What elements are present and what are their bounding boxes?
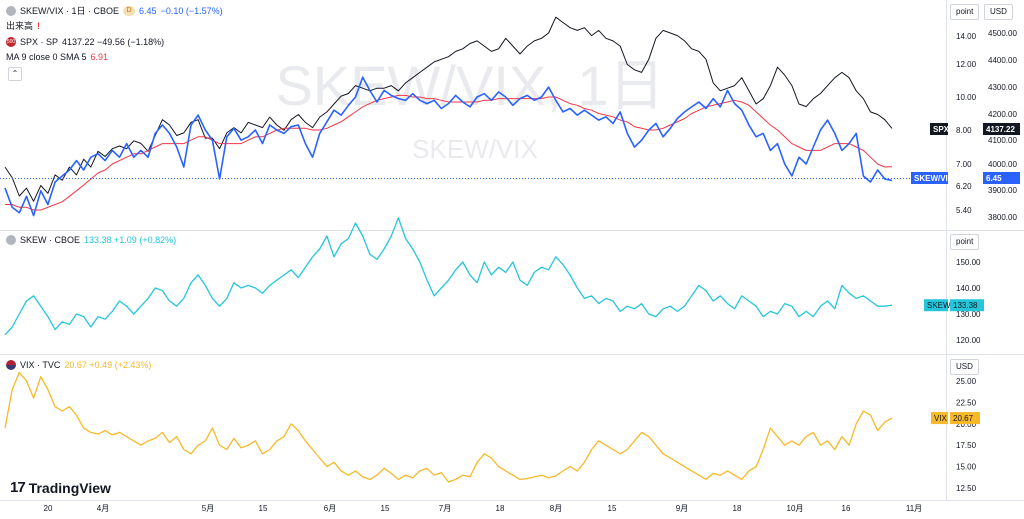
vix-price-tag-bg [931, 412, 948, 425]
ratio-tick-label: 7.00 [956, 160, 972, 169]
symbol-logo-icon [6, 6, 16, 16]
spx-tick-label: 4200.00 [988, 110, 1017, 119]
spx-price-value-label: 4137.22 [986, 125, 1015, 134]
time-axis-label: 7月 [439, 504, 451, 513]
vix-line [4, 371, 893, 483]
skew-price-tag-bg [924, 299, 948, 312]
ratio-tick-label: 6.20 [956, 182, 972, 191]
warning-icon[interactable]: ! [37, 21, 41, 31]
vix-tick-label: 12.50 [956, 484, 977, 493]
time-axis-label: 18 [496, 504, 505, 513]
spx-price-value-bg [983, 123, 1020, 135]
spx-legend: 500 SPX · SP 4137.22 −49.56 (−1.18%) [6, 36, 164, 48]
skew-price-tag-name: SKEW [927, 301, 951, 310]
spx-tick-label: 3900.00 [988, 186, 1017, 195]
vix-legend: VIX · TVC 20.67 +0.49 (+2.43%) [6, 359, 151, 371]
time-axis-label: 5月 [202, 504, 214, 513]
main-legend: SKEW/VIX · 1日 · CBOE D 6.45 −0.10 (−1.57… [6, 5, 223, 17]
spx-tick-label: 4400.00 [988, 56, 1017, 65]
time-axis-label: 15 [608, 504, 617, 513]
spx-tick-label: 4000.00 [988, 160, 1017, 169]
spx-tick-label: 3800.00 [988, 213, 1017, 222]
ma-label[interactable]: MA 9 close 0 SMA 5 [6, 52, 87, 62]
time-axis-label: 15 [381, 504, 390, 513]
volume-label[interactable]: 出来高 [6, 21, 34, 31]
ratio-price-tag-bg [911, 172, 948, 184]
main-symbol-change: −0.10 (−1.57%) [160, 6, 223, 16]
time-axis-label: 16 [842, 504, 851, 513]
ratio-price-tag-name: SKEW/VIX [914, 174, 954, 183]
spx-label[interactable]: SPX · SP [20, 37, 59, 47]
spx-values: 4137.22 −49.56 (−1.18%) [62, 37, 165, 47]
skew-logo-icon [6, 235, 16, 245]
spx-logo-icon: 500 [6, 37, 16, 47]
ratio-tick-label: 8.00 [956, 126, 972, 135]
ratio-tick-label: 14.00 [956, 32, 977, 41]
ma-line [5, 94, 893, 211]
market-status-badge[interactable]: D [123, 6, 136, 16]
skew-tick-label: 140.00 [956, 284, 981, 293]
spx-price-tag-name: SPX [933, 125, 950, 134]
time-axis-label: 8月 [550, 504, 562, 513]
skew-vix-line [4, 76, 893, 217]
vix-tick-label: 17.50 [956, 441, 977, 450]
skew-scale-point-button[interactable]: point [950, 234, 980, 250]
scale-point-button[interactable]: point [950, 4, 980, 20]
skew-line [4, 217, 893, 336]
time-axis-label: 15 [259, 504, 268, 513]
skew-label[interactable]: SKEW · CBOE [20, 235, 81, 245]
time-axis-label: 20 [44, 504, 53, 513]
vix-tick-label: 15.00 [956, 463, 977, 472]
us-flag-icon [6, 360, 16, 370]
ratio-price-value-bg [983, 172, 1020, 184]
ratio-tick-label: 5.40 [956, 206, 972, 215]
skew-tick-label: 130.00 [956, 310, 981, 319]
vix-price-tag-name: VIX [934, 414, 948, 423]
time-axis-label: 10月 [787, 504, 804, 513]
spx-tick-label: 4300.00 [988, 83, 1017, 92]
volume-legend: 出来高 ! [6, 20, 40, 32]
time-axis-label: 11月 [906, 504, 922, 513]
vix-values: 20.67 +0.49 (+2.43%) [64, 360, 152, 370]
ma-value: 6.91 [90, 52, 109, 62]
tradingview-logo[interactable]: 17 TradingView [10, 479, 111, 496]
time-axis-label: 9月 [676, 504, 688, 513]
watermark-sub: SKEW/VIX [412, 134, 538, 164]
skew-tick-label: 150.00 [956, 258, 981, 267]
ratio-price-value-label: 6.45 [986, 174, 1002, 183]
skew-values: 133.38 +1.09 (+0.82%) [84, 235, 177, 245]
ratio-tick-label: 12.00 [956, 60, 977, 69]
collapse-legend-button[interactable]: ⌃ [8, 67, 22, 81]
skew-price-value-label: 133.38 [953, 301, 978, 310]
vix-currency-usd-dropdown[interactable]: USD [950, 359, 979, 375]
spx-price-tag-bg [930, 123, 948, 135]
skew-legend: SKEW · CBOE 133.38 +1.09 (+0.82%) [6, 234, 176, 246]
vix-price-value-label: 20.67 [953, 414, 974, 423]
vix-tick-label: 22.50 [956, 398, 977, 407]
main-symbol-value: 6.45 [139, 6, 157, 16]
main-symbol-label[interactable]: SKEW/VIX · 1日 · CBOE [20, 6, 120, 16]
ma-legend: MA 9 close 0 SMA 5 6.91 [6, 51, 108, 63]
spx-tick-label: 4500.00 [988, 29, 1017, 38]
ratio-tick-label: 10.00 [956, 93, 977, 102]
time-axis-label: 4月 [97, 504, 109, 513]
time-axis-label: 18 [733, 504, 742, 513]
currency-usd-dropdown[interactable]: USD [984, 4, 1013, 20]
time-axis-label: 6月 [324, 504, 336, 513]
skew-tick-label: 120.00 [956, 336, 981, 345]
vix-tick-label: 20.00 [956, 420, 977, 429]
vix-tick-label: 25.00 [956, 377, 977, 386]
tradingview-mark-icon: 17 [10, 479, 26, 496]
vix-price-value-bg [950, 412, 980, 425]
vix-label[interactable]: VIX · TVC [20, 360, 61, 370]
skew-price-value-bg [950, 299, 984, 312]
spx-tick-label: 4100.00 [988, 136, 1017, 145]
tradingview-logo-text: TradingView [28, 479, 111, 496]
